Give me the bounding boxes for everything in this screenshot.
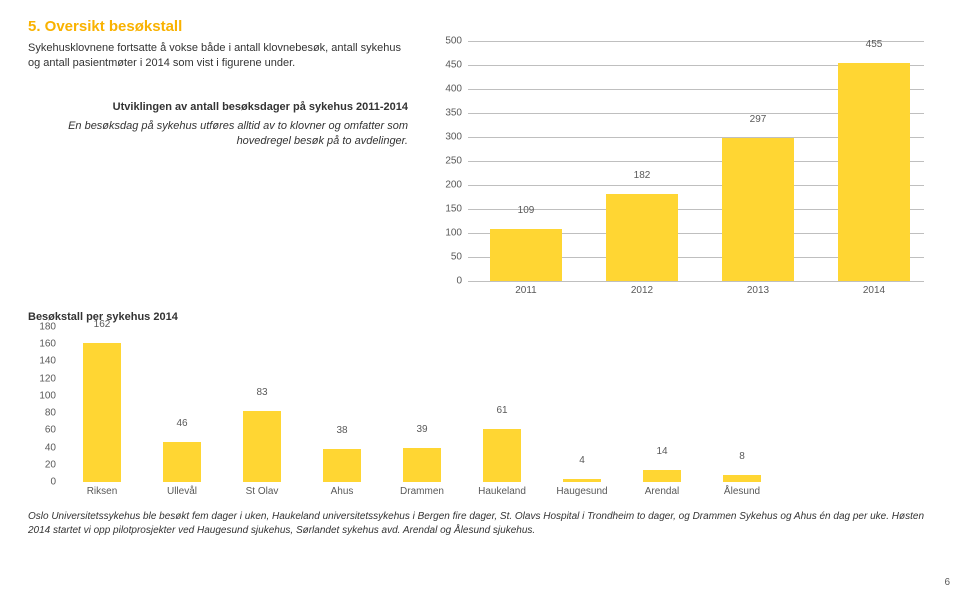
chart2-bar [483, 429, 521, 482]
chart1: 109 182 297 455 0 50 100 150 200 250 300 350 400 450… [428, 41, 932, 301]
chart2-bar [163, 442, 201, 482]
intro-text: Sykehusklovnene fortsatte å vokse både i… [28, 41, 408, 71]
chart2-bar [403, 448, 441, 482]
chart1-ytick: 150 [428, 204, 462, 215]
chart2-value-label: 39 [416, 424, 427, 435]
chart2: 16246833839614148 0204060801001201401601… [28, 327, 788, 502]
chart1-xtick: 2012 [631, 285, 653, 296]
chart2-ytick: 100 [28, 390, 56, 401]
chart1-ytick: 100 [428, 228, 462, 239]
chart1-ytick: 500 [428, 36, 462, 47]
chart2-value-label: 4 [579, 455, 585, 466]
chart1-value-label: 297 [750, 114, 767, 125]
chart2-bar [723, 475, 761, 482]
chart1-ytick: 0 [428, 276, 462, 287]
page-heading: 5. Oversikt besøkstall [28, 18, 932, 35]
chart1-value-label: 455 [866, 39, 883, 50]
chart2-bar [563, 479, 601, 482]
chart2-ytick: 60 [28, 425, 56, 436]
chart2-ytick: 120 [28, 373, 56, 384]
chart2-value-label: 14 [656, 446, 667, 457]
page-number: 6 [944, 577, 950, 588]
chart2-bar [83, 343, 121, 483]
chart1-bar [490, 229, 562, 281]
chart2-bar [323, 449, 361, 482]
chart1-xtick: 2011 [515, 285, 537, 296]
chart2-value-label: 61 [496, 405, 507, 416]
chart2-value-label: 46 [176, 418, 187, 429]
chart1-gridline [468, 41, 924, 42]
chart1-ytick: 250 [428, 156, 462, 167]
chart1-ytick: 450 [428, 60, 462, 71]
chart1-ytick: 50 [428, 252, 462, 263]
chart1-ytick: 400 [428, 84, 462, 95]
chart2-value-label: 162 [94, 319, 111, 330]
chart2-ytick: 0 [28, 477, 56, 488]
chart1-ytick: 300 [428, 132, 462, 143]
chart1-heading: Utviklingen av antall besøksdager på syk… [28, 101, 408, 113]
chart1-xtick: 2014 [863, 285, 885, 296]
chart2-bar [643, 470, 681, 482]
chart2-xtick: Ålesund [724, 486, 760, 497]
chart2-ytick: 160 [28, 339, 56, 350]
chart2-value-label: 83 [256, 387, 267, 398]
chart1-xtick: 2013 [747, 285, 769, 296]
chart1-subtext: En besøksdag på sykehus utføres alltid a… [28, 119, 408, 149]
chart2-xtick: Arendal [645, 486, 679, 497]
chart2-xtick: Haukeland [478, 486, 526, 497]
chart1-ytick: 200 [428, 180, 462, 191]
chart1-bar [606, 194, 678, 281]
chart2-ytick: 180 [28, 322, 56, 333]
chart2-xtick: Drammen [400, 486, 444, 497]
chart2-xtick: Haugesund [556, 486, 607, 497]
chart1-value-label: 109 [518, 205, 535, 216]
chart2-ytick: 20 [28, 459, 56, 470]
chart2-value-label: 38 [336, 425, 347, 436]
chart2-xtick: Riksen [87, 486, 118, 497]
chart2-xtick: Ahus [331, 486, 354, 497]
footnote: Oslo Universitetssykehus ble besøkt fem … [28, 510, 928, 537]
chart1-value-label: 182 [634, 170, 651, 181]
section2-title: Besøkstall per sykehus 2014 [28, 311, 932, 323]
chart2-ytick: 80 [28, 408, 56, 419]
chart2-ytick: 40 [28, 442, 56, 453]
chart1-gridline [468, 281, 924, 282]
chart2-ytick: 140 [28, 356, 56, 367]
chart2-xtick: Ullevål [167, 486, 197, 497]
chart1-bar [838, 63, 910, 281]
chart1-ytick: 350 [428, 108, 462, 119]
chart2-xtick: St Olav [246, 486, 279, 497]
chart2-value-label: 8 [739, 451, 745, 462]
chart1-bar [722, 138, 794, 281]
chart2-bar [243, 411, 281, 482]
